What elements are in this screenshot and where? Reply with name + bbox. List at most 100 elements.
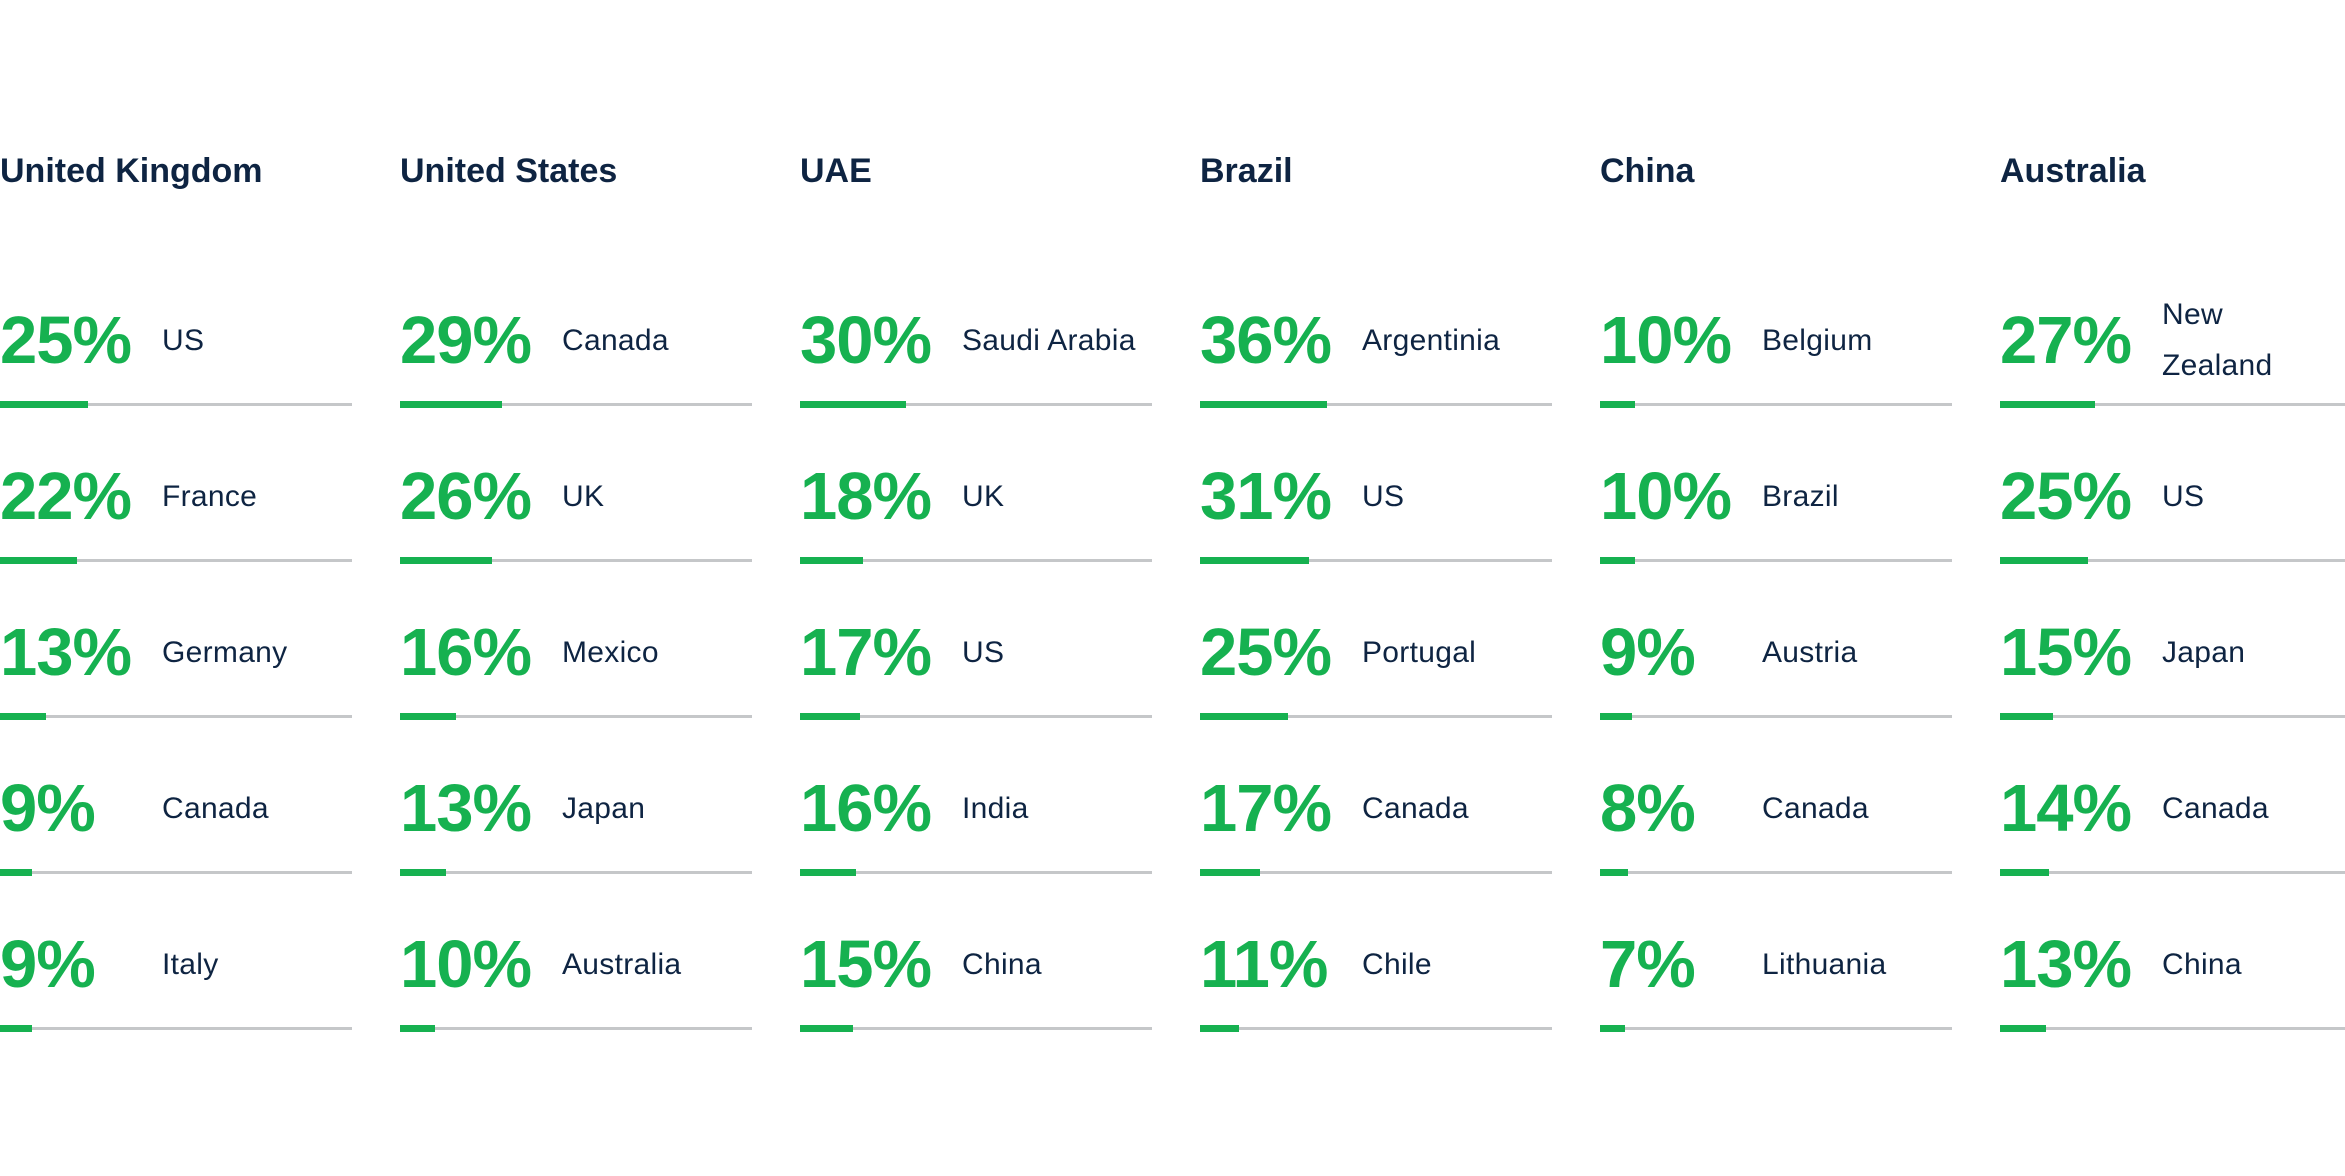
stat-row-line: 13% China [2000,926,2345,1002]
stat-bar-track [1600,869,1952,876]
stat-row-line: 7% Lithuania [1600,926,2000,1002]
stat-bar-fill [400,557,492,564]
stat-bar-track [1600,401,1952,408]
stat-row-line: 22% France [0,458,400,534]
stat-percent-value: 27% [2000,302,2132,378]
stat-percent-value: 16% [800,770,932,846]
stat-percent-value: 9% [1600,614,1696,690]
stat-row: 25% US [2000,449,2345,605]
stat-row-line: 31% US [1200,463,1600,530]
stat-bar-track [0,869,352,876]
country-column: Brazil 36% Argentinia 31% US 25% Portuga… [1200,0,1600,1176]
stat-bar-fill [800,401,906,408]
stat-row: 36% Argentinia [1200,293,1600,449]
stat-destination-label: Mexico [562,635,659,669]
stat-row-line: 25% US [2000,458,2345,534]
country-column-rows: 27% New Zealand 25% US 15% Japan 14% Can… [2000,293,2345,1073]
country-column-rows: 30% Saudi Arabia 18% UK 17% US 16% India [800,293,1200,1073]
stat-percent-value: 13% [2000,926,2132,1002]
stat-row-line: 16% India [800,770,1200,846]
stat-destination-label: Canada [162,791,269,825]
stat-bar-track [400,401,752,408]
stat-bar-track [2000,869,2345,876]
stat-percent-value: 14% [2000,770,2132,846]
stat-row: 25% US [0,293,400,449]
stat-row-line: 36% Argentinia [1200,307,1600,374]
country-column-header: Brazil [1200,152,1293,190]
stat-destination-label: Canada [2162,791,2269,825]
stat-percent-value: 25% [1200,614,1332,690]
stat-row-line: 30% Saudi Arabia [800,307,1200,374]
stat-bar-fill [1600,401,1636,408]
stat-bar-track [1600,557,1952,564]
stat-row: 8% Canada [1600,761,2000,917]
stat-bar-track [1200,557,1552,564]
stat-row: 25% Portugal [1200,605,1600,761]
stat-bar-fill [1600,557,1636,564]
stat-row-line: 9% Canada [0,775,400,842]
stat-bar-fill [400,869,446,876]
stat-bar-fill [400,1025,436,1032]
stat-row: 26% UK [400,449,800,605]
stat-row: 18% UK [800,449,1200,605]
stat-bar-fill [1200,1025,1239,1032]
stat-percent-value: 8% [1600,770,1696,846]
country-column-header: Australia [2000,152,2146,190]
stat-percent-value: 25% [0,302,132,378]
stat-bar-track [1200,869,1552,876]
stat-destination-label: Japan [562,791,646,825]
stat-destination-label: UK [962,479,1005,513]
stat-bar-track [2000,713,2345,720]
stat-percent-value: 15% [2000,614,2132,690]
stat-destination-label: UK [562,479,605,513]
stat-bar-fill [0,1025,32,1032]
stat-row-line: 18% UK [800,463,1200,530]
stat-destination-label: US [162,323,205,357]
stat-row: 15% Japan [2000,605,2345,761]
stat-bar-track [800,401,1152,408]
stat-destination-label: India [962,791,1029,825]
stat-row-line: 15% China [800,931,1200,998]
stat-row-line: 9% Italy [0,931,400,998]
stat-percent-value: 22% [0,458,132,534]
stat-row: 29% Canada [400,293,800,449]
stat-row-line: 17% US [800,619,1200,686]
stat-bar-track [2000,1025,2345,1032]
stat-row: 30% Saudi Arabia [800,293,1200,449]
stat-bar-fill [2000,557,2088,564]
stat-bar-track [0,557,352,564]
stat-row-line: 10% Brazil [1600,458,2000,534]
stat-bar-fill [1200,713,1288,720]
stat-row: 7% Lithuania [1600,917,2000,1073]
stat-row-line: 13% Germany [0,619,400,686]
stat-bar-fill [0,557,78,564]
stat-bar-fill [800,557,864,564]
stat-destination-label: Portugal [1362,635,1477,669]
stat-row-line: 26% UK [400,463,800,530]
stat-row: 11% Chile [1200,917,1600,1073]
stat-bar-track [400,713,752,720]
stat-percent-value: 10% [1600,458,1732,534]
stat-row: 10% Australia [400,917,800,1073]
stat-bar-track [1200,1025,1552,1032]
stat-bar-fill [1600,869,1629,876]
stat-percent-value: 7% [1600,926,1696,1002]
country-column-header: UAE [800,152,872,190]
stat-bar-fill [800,869,857,876]
country-column-header: United Kingdom [0,152,263,190]
stat-destination-label: Belgium [1762,323,1873,357]
stat-row-line: 27% New Zealand [2000,298,2345,382]
stat-bar-fill [0,869,32,876]
stat-destination-label: Saudi Arabia [962,323,1136,357]
stat-destination-label: Canada [562,323,669,357]
stat-row: 15% China [800,917,1200,1073]
stat-row: 9% Italy [0,917,400,1073]
stat-percent-value: 25% [2000,458,2132,534]
stat-row: 16% India [800,761,1200,917]
stat-row-line: 25% Portugal [1200,614,1600,690]
stat-destination-label: Canada [1762,791,1869,825]
stat-bar-track [800,713,1152,720]
stat-row: 27% New Zealand [2000,293,2345,449]
